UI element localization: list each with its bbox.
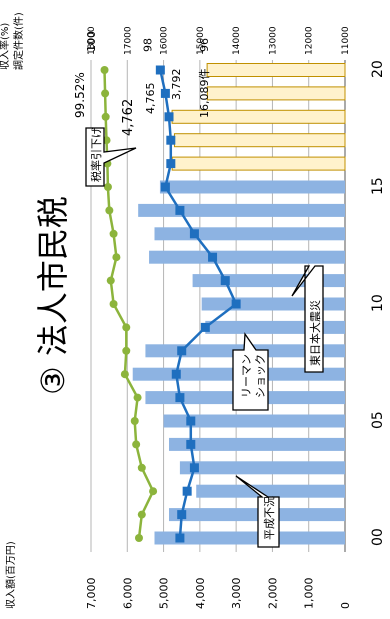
left-axis-tick-label: 5,000 bbox=[158, 578, 171, 610]
count-axis-tick-label: 18000 bbox=[87, 26, 97, 55]
line-point bbox=[134, 534, 143, 542]
line-point bbox=[220, 276, 230, 286]
line-point bbox=[122, 323, 131, 332]
bar bbox=[163, 414, 345, 428]
line-point bbox=[106, 276, 115, 285]
annotation-lehman-2: ショック bbox=[254, 354, 267, 398]
callout-box bbox=[232, 332, 269, 411]
line-point bbox=[112, 253, 121, 262]
bar bbox=[149, 250, 345, 264]
left-axis-label: 収入額(百万円) bbox=[4, 541, 17, 609]
line-point bbox=[177, 510, 187, 520]
left-axis-tick-label: 3,000 bbox=[230, 578, 243, 610]
line-point bbox=[166, 159, 176, 169]
line-point bbox=[160, 182, 170, 192]
bar bbox=[159, 180, 345, 194]
annotation-bar-4762: 4,762 bbox=[121, 99, 136, 136]
count-axis-tick-label: 14000 bbox=[232, 26, 242, 55]
count-axis-tick-label: 16000 bbox=[160, 26, 170, 55]
rate-axis-tick-label: 96 bbox=[198, 38, 211, 52]
bar bbox=[138, 203, 345, 217]
count-axis-tick-label: 17000 bbox=[123, 26, 133, 55]
line-point bbox=[200, 322, 210, 332]
line-point bbox=[160, 88, 170, 98]
callout-box bbox=[291, 265, 324, 373]
line-point bbox=[122, 346, 131, 355]
line-point bbox=[186, 439, 196, 449]
line-point bbox=[171, 369, 181, 379]
chart-title: ③ 法人市民税 bbox=[34, 196, 72, 395]
category-tick-label: 20 bbox=[370, 60, 386, 78]
bar bbox=[196, 484, 345, 498]
line-point bbox=[109, 229, 118, 238]
line-point bbox=[101, 112, 110, 121]
line-point bbox=[164, 112, 174, 122]
line-point bbox=[137, 510, 146, 519]
callout-box bbox=[235, 475, 280, 548]
line-point bbox=[208, 252, 218, 262]
count-axis-tick-label: 15000 bbox=[196, 26, 206, 55]
line-point bbox=[109, 300, 118, 308]
annotation-bar-3792: 3,792 bbox=[170, 69, 183, 101]
line-point bbox=[101, 89, 110, 98]
left-axis-tick-label: 1,000 bbox=[303, 578, 316, 610]
line-point bbox=[120, 370, 129, 379]
bar bbox=[169, 437, 345, 451]
line-point bbox=[186, 416, 196, 426]
line-point bbox=[166, 135, 176, 145]
annotation-bar-4765: 4,765 bbox=[144, 83, 157, 115]
line-point bbox=[231, 299, 241, 309]
left-axis-tick-label: 7,000 bbox=[85, 578, 98, 610]
annotation-lehman-1: リーマン bbox=[240, 354, 253, 398]
line-point bbox=[175, 205, 185, 215]
annotation-rate-last: 99.52% bbox=[73, 72, 87, 118]
line-point bbox=[175, 533, 185, 543]
bar bbox=[179, 461, 345, 475]
category-tick-label: 10 bbox=[370, 294, 386, 312]
bar bbox=[206, 86, 346, 101]
bar bbox=[205, 320, 345, 334]
bar bbox=[173, 133, 346, 148]
annotation-shinsai: 東日本大震災 bbox=[308, 300, 322, 366]
line-point bbox=[175, 393, 185, 403]
line-point bbox=[105, 206, 114, 215]
line-point bbox=[149, 487, 158, 496]
annotation-heisei-fukyo: 平成不況 bbox=[262, 496, 276, 540]
left-axis-tick-label: 0 bbox=[339, 602, 352, 609]
annotation-zeiritsu: 税率引下げ bbox=[89, 127, 103, 182]
category-tick-label: 15 bbox=[370, 177, 386, 195]
right-axis-rate-label: 収入率(%) bbox=[0, 23, 11, 70]
line-point bbox=[100, 66, 109, 74]
line-point bbox=[132, 440, 141, 449]
line-point bbox=[189, 463, 199, 473]
rate-axis-tick-label: 98 bbox=[141, 38, 154, 52]
count-axis-tick-label: 12000 bbox=[305, 26, 315, 55]
line-point bbox=[182, 486, 192, 496]
left-axis-tick-label: 6,000 bbox=[121, 578, 134, 610]
line-point bbox=[189, 229, 199, 239]
annotation-count-last: 16,089件 bbox=[198, 69, 211, 119]
bar bbox=[154, 227, 345, 241]
right-axis-count-label: 調定件数(件) bbox=[12, 12, 25, 70]
category-tick-label: 05 bbox=[370, 411, 386, 429]
left-axis-tick-label: 4,000 bbox=[194, 578, 207, 610]
category-tick-label: 00 bbox=[370, 528, 386, 546]
count-axis-tick-label: 11000 bbox=[341, 26, 351, 55]
bar bbox=[169, 508, 345, 522]
line-point bbox=[177, 346, 187, 356]
rate-axis-tick-label: 100 bbox=[85, 31, 98, 52]
left-axis-tick-label: 2,000 bbox=[266, 578, 279, 610]
line-point bbox=[137, 463, 146, 472]
line-point bbox=[155, 65, 165, 75]
plot-area: 0 1,000 2,000 3,000 4,000 5,000 6,000 7,000 100 9… bbox=[73, 26, 386, 609]
bar bbox=[206, 63, 346, 77]
line-point bbox=[103, 183, 112, 191]
bar bbox=[171, 156, 346, 171]
line-point bbox=[130, 417, 139, 425]
callout-box bbox=[85, 127, 137, 187]
bar bbox=[154, 531, 345, 545]
count-axis-tick-label: 13000 bbox=[268, 26, 278, 55]
line-point bbox=[133, 393, 142, 402]
